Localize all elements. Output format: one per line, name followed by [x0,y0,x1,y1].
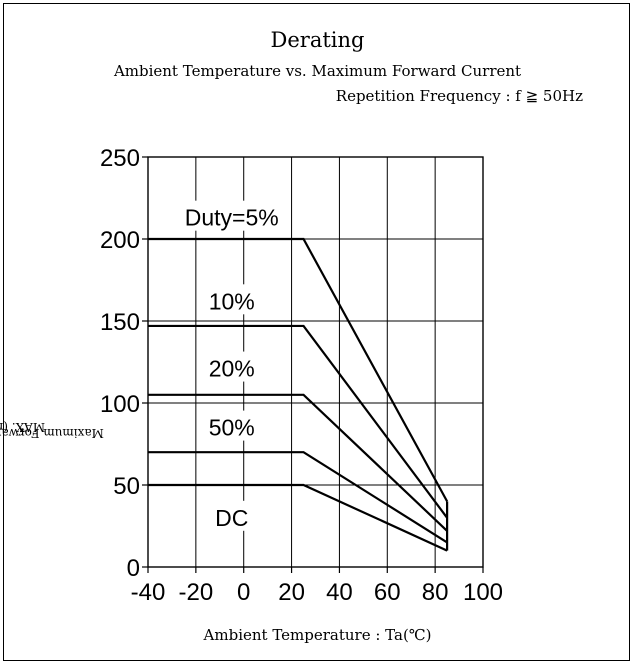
curve-label-2: 20% [209,356,255,382]
chart-title: Derating [270,28,365,52]
chart-frame [3,3,630,661]
curve-label-backdrop-3 [208,410,256,441]
x-tick-label: -20 [179,579,214,606]
x-tick-label: 20 [278,579,305,606]
curve-label-backdrop-4 [214,500,250,531]
x-tick-label: 60 [374,579,401,606]
chart-condition: Repetition Frequency : f ≧ 50Hz [335,87,583,105]
y-tick-label: 100 [100,391,140,418]
curve-label-backdrop-2 [208,351,256,382]
y-tick-label: 200 [100,227,140,254]
series-line-1 [148,324,448,519]
series-line-0 [148,237,449,502]
x-tick-label: 100 [463,579,503,606]
y-tick-label: 50 [113,473,140,500]
y-tick-label: 0 [127,555,140,582]
y-tick-label: 150 [100,309,140,336]
series-line-3 [148,451,448,544]
curve-label-3: 50% [209,415,255,441]
series-line-2 [148,393,448,532]
series-line-4 [148,483,448,552]
curve-label-4: DC [215,505,248,531]
curve-label-backdrop-1 [208,284,256,315]
y-tick-label: 250 [100,145,140,172]
x-axis-label: Ambient Temperature : Ta(℃) [203,626,432,644]
x-tick-label: 0 [237,579,250,606]
x-tick-label: -40 [131,579,166,606]
x-tick-label: 40 [326,579,353,606]
curve-label-backdrop-0 [183,200,281,231]
curve-label-1: 10% [209,288,255,314]
x-tick-label: 80 [422,579,449,606]
chart-subtitle: Ambient Temperature vs. Maximum Forward … [113,62,522,80]
curve-label-0: Duty=5% [185,205,279,231]
plot-area-border [147,156,484,568]
